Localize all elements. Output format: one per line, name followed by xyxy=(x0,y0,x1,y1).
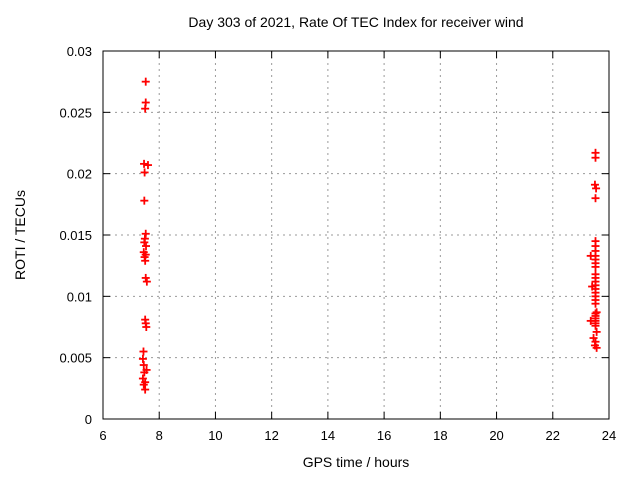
x-tick-label: 16 xyxy=(377,428,391,443)
data-point xyxy=(592,327,601,336)
data-point xyxy=(142,323,151,331)
data-point xyxy=(141,104,150,113)
data-point xyxy=(592,308,601,317)
data-point xyxy=(139,347,148,356)
y-tick-label: 0.015 xyxy=(59,228,92,243)
data-point xyxy=(142,277,151,286)
y-tick-label: 0.02 xyxy=(67,167,92,182)
data-point xyxy=(591,321,600,330)
y-tick-label: 0.01 xyxy=(67,289,92,304)
data-point xyxy=(141,273,150,282)
x-tick-label: 6 xyxy=(99,428,106,443)
x-axis-label: GPS time / hours xyxy=(303,454,410,470)
data-point xyxy=(591,194,600,203)
data-points xyxy=(138,77,601,394)
data-point xyxy=(140,238,149,247)
data-point xyxy=(140,159,149,168)
data-point xyxy=(590,180,599,189)
chart-title: Day 303 of 2021, Rate Of TEC Index for r… xyxy=(188,14,523,30)
data-point xyxy=(141,256,150,265)
data-point xyxy=(592,184,601,193)
data-point xyxy=(140,196,149,205)
x-tick-label: 10 xyxy=(208,428,222,443)
x-tick-label: 18 xyxy=(433,428,447,443)
y-tick-label: 0 xyxy=(85,412,92,427)
data-point xyxy=(143,161,152,170)
data-point xyxy=(140,168,149,177)
y-tick-labels: 0 0.005 0.01 0.015 0.02 0.025 0.03 xyxy=(59,44,92,427)
data-point xyxy=(142,242,151,251)
x-tick-label: 8 xyxy=(156,428,163,443)
data-point xyxy=(139,380,148,389)
grid-lines xyxy=(103,51,609,419)
data-point xyxy=(591,262,600,271)
y-tick-label: 0.025 xyxy=(59,105,92,120)
x-tick-label: 20 xyxy=(489,428,503,443)
data-point xyxy=(592,343,601,352)
x-tick-label: 22 xyxy=(546,428,560,443)
y-axis-label: ROTI / TECUs xyxy=(12,190,28,280)
y-tick-label: 0.005 xyxy=(59,351,92,366)
x-tick-label: 14 xyxy=(321,428,335,443)
data-point xyxy=(591,299,600,308)
axis-ticks xyxy=(102,50,610,420)
x-tick-label: 24 xyxy=(602,428,616,443)
data-point xyxy=(591,153,600,162)
data-point xyxy=(141,77,150,86)
x-tick-label: 12 xyxy=(264,428,278,443)
data-point xyxy=(141,385,150,394)
y-tick-label: 0.03 xyxy=(67,44,92,59)
data-point xyxy=(140,368,149,377)
x-tick-labels: 6 8 10 12 14 16 18 20 22 24 xyxy=(99,428,616,443)
data-point xyxy=(139,361,148,370)
